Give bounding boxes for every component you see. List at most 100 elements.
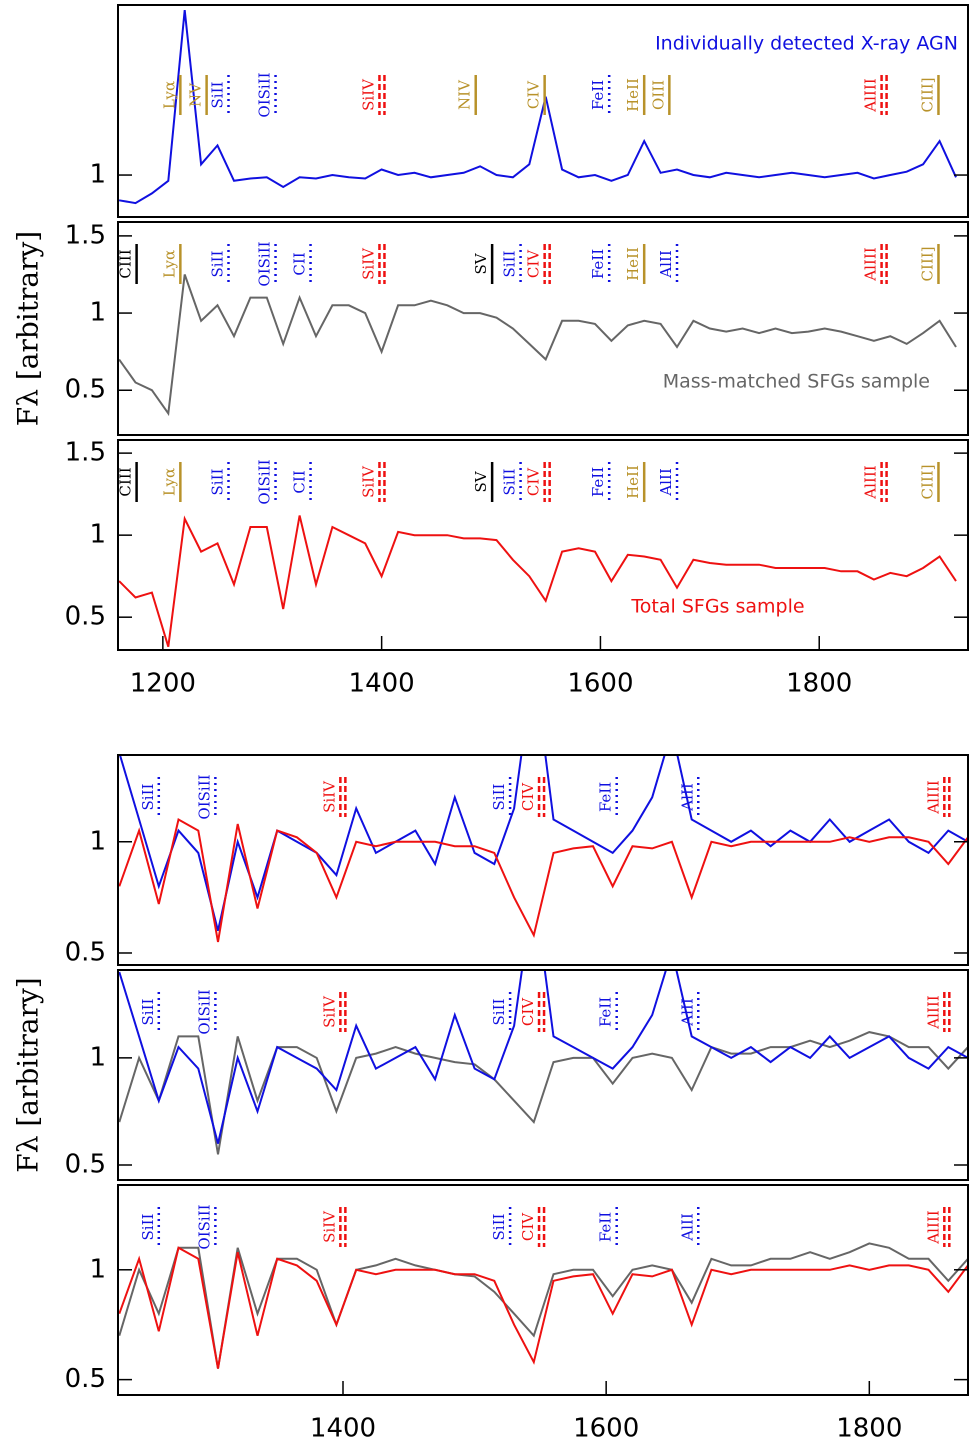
line-label: AlII [678,783,696,812]
frame [117,969,969,1181]
x-tick-label: 1800 [836,1414,902,1444]
line-label: CIII] [918,464,936,499]
y-tick-label: 1.5 [65,438,106,468]
line-label: FeII [597,782,615,812]
line-label: CIV [525,80,543,109]
panel-label: Total SFGs sample [630,596,804,618]
line-label: SiII [501,250,519,277]
spectrum [118,9,957,205]
line-label: Lyα [160,81,178,109]
plot-area [118,1207,968,1369]
spectrum [118,817,968,943]
line-label: SV [472,252,490,274]
line-label: OISiII [256,459,274,504]
y-tick-label: 0.5 [65,1364,106,1394]
line-label: SiIV [320,780,338,813]
line-label: SiIV [320,995,338,1028]
y-tick-label: 0.5 [65,937,106,967]
line-label: OISiII [195,1204,213,1249]
line-label: CIII [117,249,135,278]
line-label: OISiII [256,241,274,286]
plot-area [118,755,968,943]
line-label: SiII [490,783,508,810]
line-label: AlIII [924,995,942,1029]
y-tick-label: 1 [89,520,106,550]
line-label: SiII [490,1213,508,1240]
line-label: NIV [456,79,474,110]
line-label: HeII [624,247,642,281]
y-tick-label: 0.5 [65,602,106,632]
x-tick-label: 1800 [786,669,852,699]
line-label: AlII [678,998,696,1027]
spectrum [118,755,968,931]
line-label: SiIV [359,78,377,111]
y-tick-label: 1 [89,160,106,190]
line-label: FeII [589,467,607,497]
line-label: CIV [525,467,543,496]
line-label: AlII [657,468,675,497]
plot-area [118,462,957,647]
frame [117,221,969,436]
panel-label: Individually detected X-ray AGN [655,33,958,55]
line-label: SiIV [359,465,377,498]
frame [117,4,969,218]
line-label: OISiII [256,72,274,117]
line-label: SV [472,470,490,492]
plot-area [118,970,968,1155]
spectrum [118,1246,968,1369]
x-tick-label: 1600 [573,1414,639,1444]
plot-area [118,244,957,417]
line-label: CIV [519,997,537,1026]
line-label: FeII [589,80,607,110]
line-label: Lyα [160,468,178,496]
y-tick-label: 1 [89,826,106,856]
x-tick-label: 1400 [310,1414,376,1444]
line-label: FeII [597,1212,615,1242]
line-label: SiII [208,468,226,495]
line-label: OISiII [195,774,213,819]
x-tick-label: 1600 [567,669,633,699]
spectrum [118,515,957,647]
line-label: SiII [139,783,157,810]
panel-label: Mass-matched SFGs sample [663,371,930,393]
line-label: AlIII [862,247,880,281]
line-label: CIV [525,249,543,278]
plot-area [118,9,957,205]
y-tick-label: 0.5 [65,375,106,405]
y-axis-label: Fλ [arbitrary] [12,977,45,1172]
line-label: SiIV [320,1210,338,1243]
line-label: AlIII [924,1210,942,1244]
spectrum [118,1242,968,1369]
line-label: SiII [139,998,157,1025]
frame [117,1184,969,1396]
line-label: CIV [519,782,537,811]
line-label: SiII [139,1213,157,1240]
frame [117,754,969,966]
line-label: NV [187,82,205,107]
y-tick-label: 1.5 [65,220,106,250]
line-label: SiII [501,468,519,495]
line-label: CIV [519,1212,537,1241]
line-label: CIII [117,467,135,496]
line-label: CII [291,252,309,275]
line-label: HeII [624,78,642,112]
line-label: FeII [589,249,607,279]
line-label: SiIV [359,247,377,280]
line-label: CII [291,470,309,493]
spectrum [118,970,968,1144]
line-label: HeII [624,465,642,499]
y-tick-label: 1 [89,1042,106,1072]
line-label: AlIII [862,465,880,499]
y-axis-label: Fλ [arbitrary] [12,231,45,426]
y-tick-label: 1 [89,1254,106,1284]
y-tick-label: 1 [89,298,106,328]
line-label: FeII [597,997,615,1027]
line-label: CIII] [918,246,936,281]
line-label: OISiII [195,989,213,1034]
spectrum [118,274,957,417]
line-label: CIII] [918,77,936,112]
line-label: AlII [657,250,675,279]
line-label: SiII [490,998,508,1025]
x-tick-label: 1200 [130,669,196,699]
